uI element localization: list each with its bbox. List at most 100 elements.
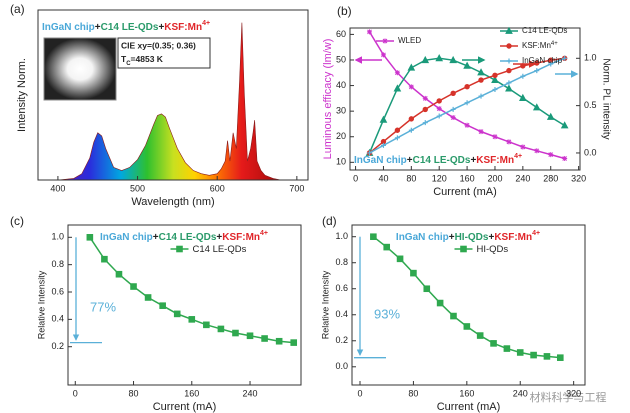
point xyxy=(203,321,210,329)
point xyxy=(530,351,537,359)
point xyxy=(450,115,456,121)
title-part: + xyxy=(488,232,494,243)
title-sup: 4+ xyxy=(202,20,210,27)
point xyxy=(130,283,137,290)
point xyxy=(261,335,268,342)
title-part: C14 LE-QDs xyxy=(159,232,217,243)
plot-frame xyxy=(37,9,309,181)
point xyxy=(478,129,484,135)
x-tick-label: 700 xyxy=(289,183,304,193)
point xyxy=(506,139,512,145)
title-part: InGaN chip xyxy=(100,232,153,243)
x-tick-label: 0 xyxy=(358,388,363,398)
x-tick-label: 160 xyxy=(460,173,475,183)
point xyxy=(188,316,196,323)
legend-name: C14 LE-QDs xyxy=(522,26,567,35)
title: InGaN chip+HI-QDs+KSF:Mn4+ xyxy=(396,230,540,243)
legend-label: KSF:Mn4+ xyxy=(522,41,558,51)
y-axis-label: Luminous efficacy (lm/w) xyxy=(322,39,334,160)
title: InGaN chip+C14 LE-QDs+KSF:Mn4+ xyxy=(354,153,522,166)
point xyxy=(367,29,373,35)
point xyxy=(449,55,457,64)
point xyxy=(422,106,428,113)
y-tick-label: 0.6 xyxy=(335,283,348,293)
point xyxy=(421,55,430,64)
y-tick-label: 0.8 xyxy=(51,259,64,269)
title-part: + xyxy=(470,155,476,166)
x-tick-label: 160 xyxy=(184,388,199,398)
point xyxy=(534,148,540,154)
point xyxy=(478,77,484,83)
cct-subscript: C xyxy=(126,61,131,67)
plot-frame xyxy=(351,224,586,386)
point xyxy=(505,84,513,92)
point xyxy=(393,84,402,92)
title-part: InGaN chip xyxy=(354,155,407,166)
series-line xyxy=(368,31,565,160)
point xyxy=(450,90,456,97)
x-tick-label: 240 xyxy=(513,388,528,398)
y-tick-label: 1.0 xyxy=(335,231,348,241)
panel: (c) 0 80 160 240 Current (mA) 0.2 0.4 0.6 0.8 1.0 R… xyxy=(10,214,302,413)
y-tick-label: 0.2 xyxy=(335,335,348,345)
title-sup: 4+ xyxy=(260,230,268,237)
y-axis-label: Relative Intensity xyxy=(320,270,330,339)
point xyxy=(506,67,512,74)
point xyxy=(556,354,564,361)
y-tick-label: 0.6 xyxy=(51,286,64,296)
plot-frame xyxy=(67,224,302,386)
inset-text: CIE xy=(0.35; 0.36) xyxy=(121,40,196,50)
title-part: C14 LE-QDs xyxy=(413,155,471,166)
point xyxy=(543,353,551,360)
x-tick-label: 80 xyxy=(408,388,418,398)
point xyxy=(546,112,555,120)
point xyxy=(463,323,471,330)
x-tick-label: 160 xyxy=(459,388,474,398)
y-tick-label: 20 xyxy=(336,131,346,141)
title-part: + xyxy=(153,232,159,243)
point xyxy=(159,302,166,309)
point xyxy=(290,339,298,346)
point xyxy=(407,63,416,71)
point xyxy=(408,116,415,122)
point xyxy=(492,134,498,140)
title-sup: 4+ xyxy=(514,153,522,160)
point xyxy=(380,142,386,148)
spectrum-area xyxy=(41,22,305,181)
y-tick-label: 0.2 xyxy=(51,341,64,351)
point xyxy=(516,349,524,356)
panel-label: (d) xyxy=(322,214,337,228)
point xyxy=(477,68,485,76)
title-part: + xyxy=(216,232,222,243)
point xyxy=(367,150,373,156)
x-tick-label: 80 xyxy=(406,173,416,183)
point xyxy=(562,55,568,61)
x-tick-label: 600 xyxy=(210,183,225,193)
legend-name: HI-QDs xyxy=(477,244,509,255)
legend-marker xyxy=(506,43,512,49)
point xyxy=(478,93,484,99)
point xyxy=(506,80,512,86)
point xyxy=(464,122,470,128)
plot-frame xyxy=(349,27,581,171)
point xyxy=(503,345,511,352)
point xyxy=(491,75,499,83)
title-part: KSF:Mn xyxy=(222,232,260,243)
legend-marker xyxy=(505,26,513,34)
legend-marker xyxy=(176,245,183,253)
legend-marker xyxy=(382,38,388,44)
y-tick-label: 0.8 xyxy=(335,257,348,267)
point xyxy=(560,121,569,129)
point xyxy=(232,329,239,337)
point xyxy=(408,84,414,90)
legend-label: C14 LE-QDs xyxy=(522,26,567,35)
y2-tick-label: 0.0 xyxy=(584,147,597,157)
panel: (b) 0 40 80 120 160 200 240 280 320 Current (mA) 10… xyxy=(322,4,611,198)
point xyxy=(492,87,498,93)
panel-label: (a) xyxy=(10,2,25,16)
legend-marker xyxy=(460,245,467,253)
panel: (d) 0 80 160 240 320 Current (mA) 0.0 0.2 0.4 0.6 0… xyxy=(320,214,586,413)
y-tick-label: 0.4 xyxy=(335,309,348,319)
title-part: KSF:Mn xyxy=(476,155,514,166)
panel-label: (b) xyxy=(337,4,352,18)
